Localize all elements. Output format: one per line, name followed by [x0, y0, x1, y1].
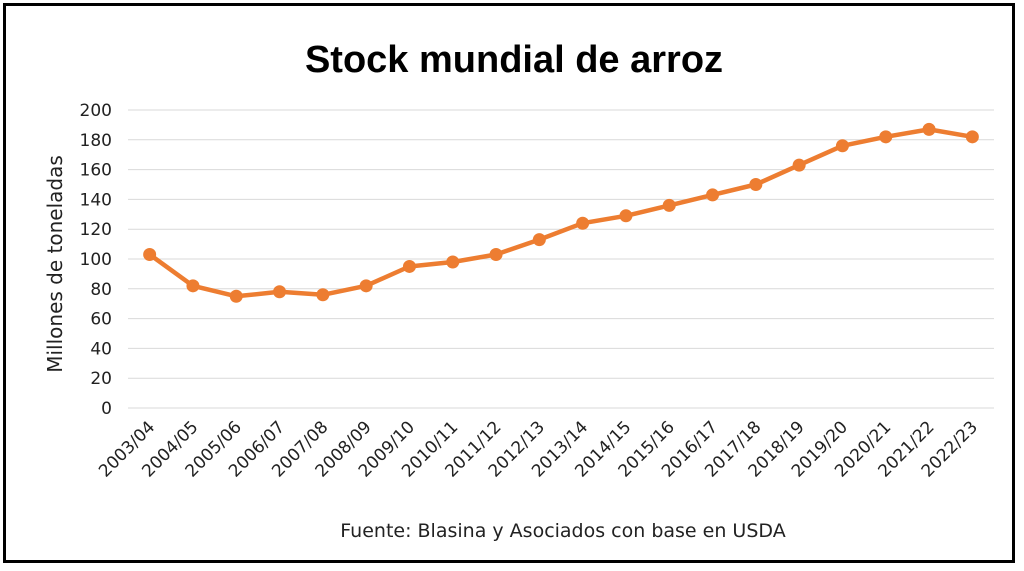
data-point — [316, 288, 330, 302]
y-tick-label: 80 — [90, 280, 112, 300]
data-point — [965, 130, 979, 144]
data-point — [273, 285, 287, 299]
data-point — [749, 178, 763, 191]
line-chart: Stock mundial de arroz 0 20 40 60 80 100 120 14… — [43, 39, 994, 542]
series-stock — [143, 122, 979, 303]
y-axis-label: Millones de toneladas — [43, 155, 67, 373]
y-tick-label: 100 — [80, 250, 112, 270]
data-point — [532, 233, 546, 247]
data-point — [229, 289, 243, 303]
data-point — [446, 255, 460, 269]
y-tick-label: 60 — [90, 310, 112, 330]
data-point — [576, 216, 590, 230]
gridlines — [128, 109, 994, 409]
data-point — [706, 188, 720, 202]
data-point — [662, 198, 676, 212]
data-point — [922, 122, 936, 136]
y-axis-ticks: 0 20 40 60 80 100 120 140 160 180 200 — [80, 101, 112, 419]
data-point — [879, 130, 893, 144]
data-point — [402, 259, 416, 273]
data-point — [792, 158, 806, 172]
data-point — [619, 209, 633, 223]
y-tick-label: 0 — [101, 399, 112, 419]
data-point — [835, 139, 849, 153]
y-tick-label: 40 — [90, 339, 112, 359]
data-point — [359, 279, 373, 293]
chart-title: Stock mundial de arroz — [305, 39, 723, 81]
data-point — [186, 279, 200, 293]
y-tick-label: 120 — [80, 220, 112, 240]
data-point — [489, 248, 503, 262]
y-tick-label: 20 — [90, 369, 112, 389]
chart-frame: Stock mundial de arroz 0 20 40 60 80 100 120 14… — [3, 3, 1015, 563]
series-line — [147, 127, 975, 299]
y-tick-label: 160 — [80, 161, 112, 181]
y-tick-label: 180 — [80, 131, 112, 151]
source-note: Fuente: Blasina y Asociados con base en … — [340, 520, 785, 542]
y-tick-label: 200 — [80, 101, 112, 121]
data-point — [143, 248, 157, 262]
y-tick-label: 140 — [80, 190, 112, 210]
x-axis-ticks: 2003/042004/052005/062006/072007/082008/… — [95, 417, 982, 481]
